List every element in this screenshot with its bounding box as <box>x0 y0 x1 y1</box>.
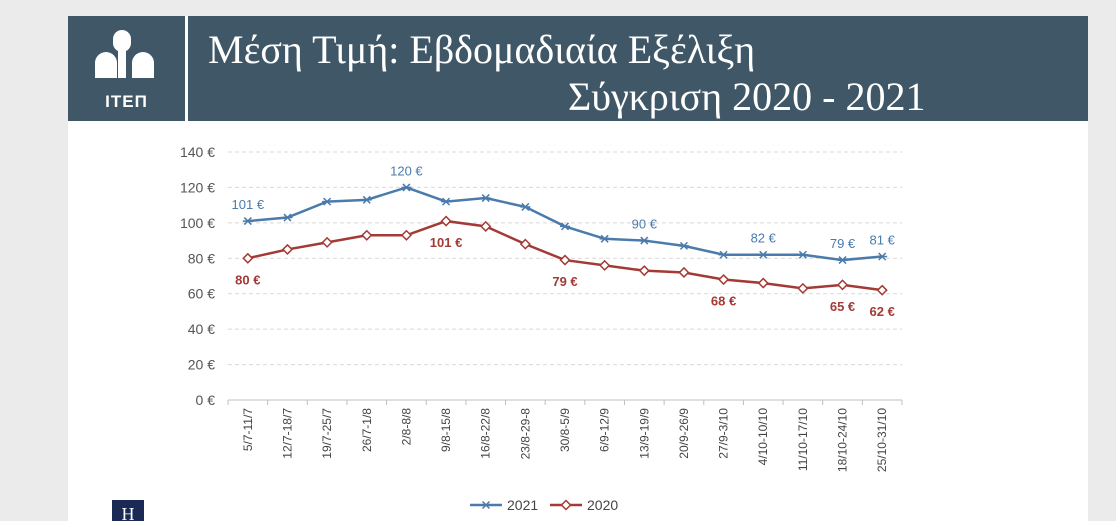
point-2020 <box>678 266 690 279</box>
y-tick-label: 60 € <box>188 286 215 302</box>
point-2020 <box>797 282 809 294</box>
point-2021 <box>719 250 728 259</box>
point-2021 <box>521 202 530 211</box>
data-label-2020: 68 € <box>711 294 736 309</box>
point-2020 <box>757 277 769 289</box>
x-tick-label: 23/8-29-8 <box>518 408 532 460</box>
iteb-logo: ΙΤΕΠ <box>68 16 185 121</box>
point-2021 <box>243 217 252 226</box>
point-2020 <box>242 252 254 264</box>
point-2021 <box>362 195 371 204</box>
y-tick-label: 40 € <box>188 321 215 337</box>
point-2021 <box>798 250 807 259</box>
point-2021 <box>679 241 688 250</box>
x-tick-label: 18/10-24/10 <box>836 408 850 472</box>
x-tick-label: 20/9-26/9 <box>677 408 691 459</box>
data-label-2021: 79 € <box>830 236 856 251</box>
point-2021 <box>283 213 292 222</box>
slide: ΙΤΕΠ Μέση Τιμή: Εβδομαδιαία Εξέλιξη Σύγκ… <box>68 16 1088 521</box>
data-label-2021: 90 € <box>632 217 658 232</box>
point-2021 <box>402 183 411 192</box>
point-2020 <box>836 279 849 291</box>
data-label-2021: 120 € <box>390 163 423 178</box>
y-tick-label: 20 € <box>188 357 215 373</box>
point-2020 <box>321 236 333 248</box>
point-2021 <box>323 197 332 206</box>
x-tick-label: 11/10-17/10 <box>796 408 810 471</box>
legend-label-2020: 2020 <box>587 497 618 513</box>
data-label-2021: 101 € <box>232 197 265 212</box>
series-line-2021 <box>247 186 883 262</box>
x-tick-label: 25/10-31/10 <box>875 408 889 472</box>
logo-mark-icon <box>95 30 154 78</box>
point-2020 <box>638 265 650 277</box>
point-2020 <box>519 238 531 250</box>
x-tick-label: 6/9-12/9 <box>598 408 612 452</box>
y-tick-label: 80 € <box>188 250 215 266</box>
point-2021 <box>600 234 609 243</box>
point-2021 <box>838 256 847 265</box>
point-2020 <box>599 259 611 271</box>
data-label-2020: 65 € <box>830 299 855 314</box>
data-label-2020: 62 € <box>870 304 895 319</box>
data-label-2021: 82 € <box>751 231 777 246</box>
x-tick-label: 13/9-19/9 <box>637 408 651 459</box>
point-2021 <box>878 252 887 261</box>
x-tick-label: 26/7-1/8 <box>360 408 374 452</box>
legend-marker-2020 <box>560 499 572 511</box>
x-tick-label: 9/8-15/8 <box>439 408 453 452</box>
point-2020 <box>400 229 412 241</box>
data-label-2020: 101 € <box>430 235 463 250</box>
logo-text: ΙΤΕΠ <box>105 92 148 111</box>
point-2021 <box>481 194 490 203</box>
x-tick-label: 5/7-11/7 <box>241 408 255 451</box>
x-tick-label: 4/10-10/10 <box>756 408 770 466</box>
point-2020 <box>718 273 730 286</box>
x-tick-label: 19/7-25/7 <box>320 408 334 459</box>
point-2021 <box>442 197 451 206</box>
x-tick-label: 12/7-18/7 <box>280 408 294 459</box>
point-2020 <box>440 215 452 227</box>
page-title: Μέση Τιμή: Εβδομαδιαία Εξέλιξη <box>208 27 756 72</box>
point-2020 <box>480 220 492 232</box>
y-tick-label: 140 € <box>180 144 215 160</box>
x-tick-label: 27/9-3/10 <box>717 408 731 459</box>
legend-marker-2021 <box>481 500 491 510</box>
data-label-2020: 80 € <box>235 272 260 287</box>
x-tick-label: 30/8-5/9 <box>558 408 572 452</box>
y-tick-label: 0 € <box>196 392 216 408</box>
corner-logo: Η <box>112 500 144 521</box>
page-subtitle: Σύγκριση 2020 - 2021 <box>568 74 926 119</box>
legend-label-2021: 2021 <box>507 497 538 513</box>
point-2020 <box>559 254 571 266</box>
data-label-2020: 79 € <box>552 274 577 289</box>
point-2021 <box>640 236 649 245</box>
x-tick-label: 2/8-8/8 <box>399 408 413 446</box>
header-divider <box>185 16 188 121</box>
point-2021 <box>560 222 570 231</box>
y-tick-label: 100 € <box>180 215 215 231</box>
x-tick-label: 16/8-22/8 <box>479 408 493 459</box>
data-label-2021: 81 € <box>870 233 896 248</box>
point-2021 <box>759 250 768 259</box>
point-2020 <box>876 284 888 296</box>
point-2020 <box>361 229 373 241</box>
title-banner: ΙΤΕΠ Μέση Τιμή: Εβδομαδιαία Εξέλιξη Σύγκ… <box>68 16 1088 121</box>
point-2020 <box>281 243 294 255</box>
y-tick-label: 120 € <box>180 179 215 195</box>
